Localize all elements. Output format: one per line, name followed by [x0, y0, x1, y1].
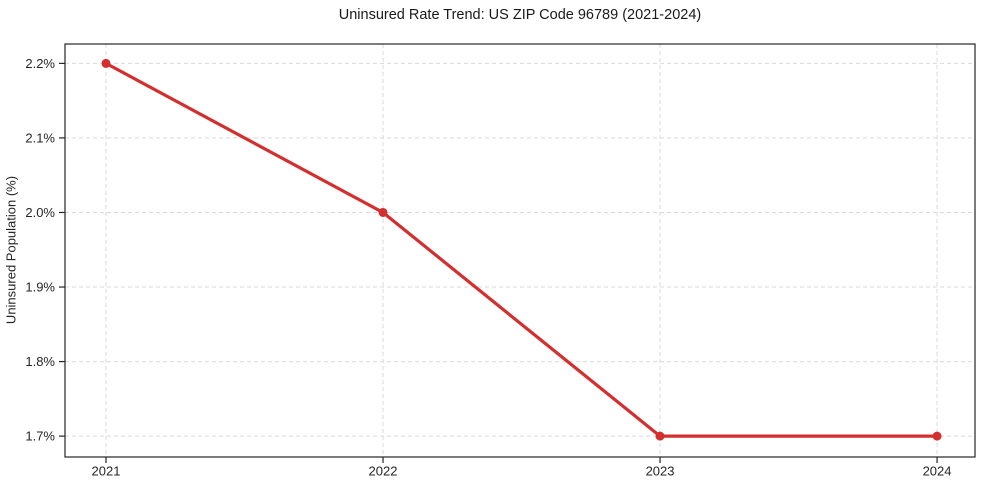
- x-tick-label: 2022: [369, 464, 398, 479]
- x-tick-label: 2024: [923, 464, 952, 479]
- y-tick-label: 2.2%: [25, 56, 55, 71]
- y-tick-label: 1.7%: [25, 429, 55, 444]
- y-tick-label: 1.8%: [25, 354, 55, 369]
- data-point-marker: [378, 207, 388, 217]
- y-tick-label: 2.0%: [25, 205, 55, 220]
- data-point-marker: [655, 431, 665, 441]
- y-tick-label: 2.1%: [25, 130, 55, 145]
- data-point-marker: [101, 58, 111, 68]
- data-point-marker: [932, 431, 942, 441]
- chart-title: Uninsured Rate Trend: US ZIP Code 96789 …: [338, 7, 702, 23]
- x-tick-label: 2023: [646, 464, 675, 479]
- trend-line: [104, 61, 939, 438]
- y-tick-label: 1.9%: [25, 280, 55, 295]
- plot-border: [64, 43, 976, 458]
- x-tick-label: 2021: [92, 464, 121, 479]
